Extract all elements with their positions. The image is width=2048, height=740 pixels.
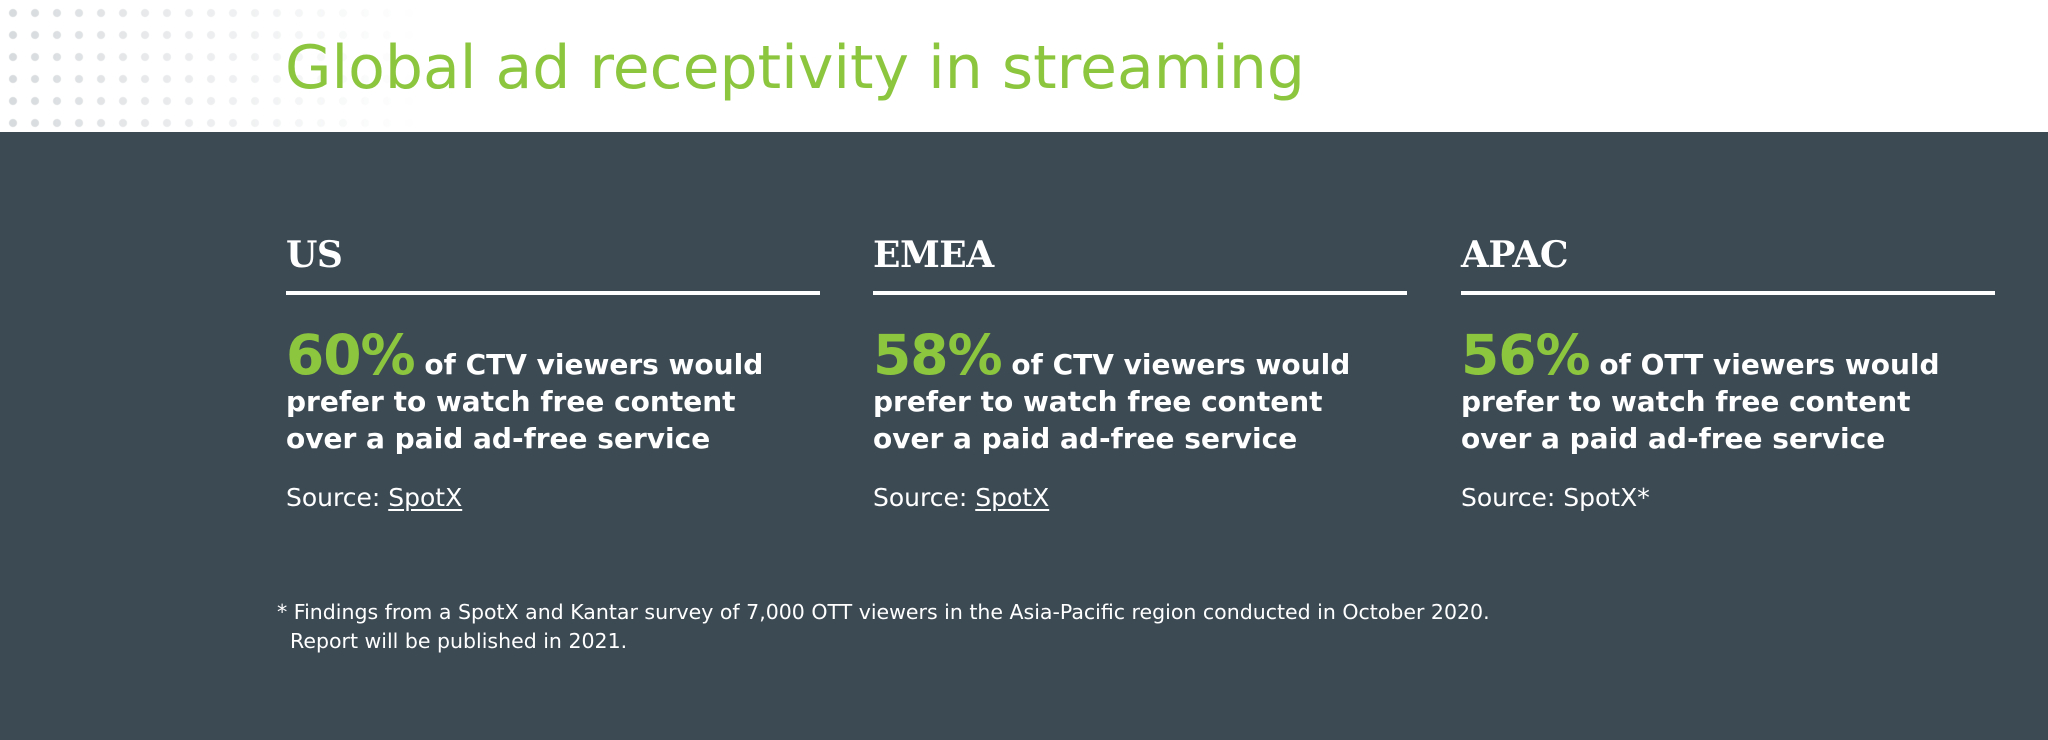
header: Global ad receptivity in streaming <box>0 0 2048 132</box>
region-heading: APAC <box>1461 234 1568 276</box>
footnote-line: * Findings from a SpotX and Kantar surve… <box>277 600 1490 624</box>
stat-line: prefer to watch free content <box>1461 385 1911 418</box>
dot-pattern-decoration <box>0 0 420 132</box>
stat-line: of CTV viewers would <box>424 348 764 381</box>
stat-line: over a paid ad-free service <box>286 422 711 455</box>
region-heading: US <box>286 234 343 276</box>
stat-percent: 60% <box>286 323 416 387</box>
divider <box>873 291 1407 295</box>
page-title: Global ad receptivity in streaming <box>285 33 1305 103</box>
stat-line: of OTT viewers would <box>1599 348 1940 381</box>
source-line: Source: SpotX <box>873 481 1407 515</box>
divider <box>286 291 820 295</box>
region-card-apac: APAC 56% of OTT viewers would prefer to w… <box>1461 228 1995 515</box>
stat-line: prefer to watch free content <box>873 385 1323 418</box>
source-line: Source: SpotX <box>286 481 820 515</box>
region-heading: EMEA <box>873 234 994 276</box>
source-label: Source: <box>286 483 381 512</box>
stats-panel: US 60% of CTV viewers would prefer to wat… <box>0 132 2048 740</box>
stat-text: 56% of OTT viewers would prefer to watch … <box>1461 328 1995 457</box>
stat-text: 58% of CTV viewers would prefer to watch … <box>873 328 1407 457</box>
source-label: Source: <box>1461 483 1556 512</box>
stat-percent: 56% <box>1461 323 1591 387</box>
source-link[interactable]: SpotX <box>388 483 463 512</box>
footnote-line: Report will be published in 2021. <box>277 629 628 653</box>
stat-percent: 58% <box>873 323 1003 387</box>
stat-line: prefer to watch free content <box>286 385 736 418</box>
stat-line: of CTV viewers would <box>1011 348 1351 381</box>
source-link[interactable]: SpotX <box>975 483 1050 512</box>
region-card-emea: EMEA 58% of CTV viewers would prefer to w… <box>873 228 1407 515</box>
region-card-us: US 60% of CTV viewers would prefer to wat… <box>286 228 820 515</box>
footnote: * Findings from a SpotX and Kantar surve… <box>277 598 1490 656</box>
stat-line: over a paid ad-free service <box>1461 422 1886 455</box>
source-text: SpotX* <box>1563 483 1650 512</box>
stat-text: 60% of CTV viewers would prefer to watch … <box>286 328 820 457</box>
source-line: Source: SpotX* <box>1461 481 1995 515</box>
stat-line: over a paid ad-free service <box>873 422 1298 455</box>
divider <box>1461 291 1995 295</box>
source-label: Source: <box>873 483 968 512</box>
